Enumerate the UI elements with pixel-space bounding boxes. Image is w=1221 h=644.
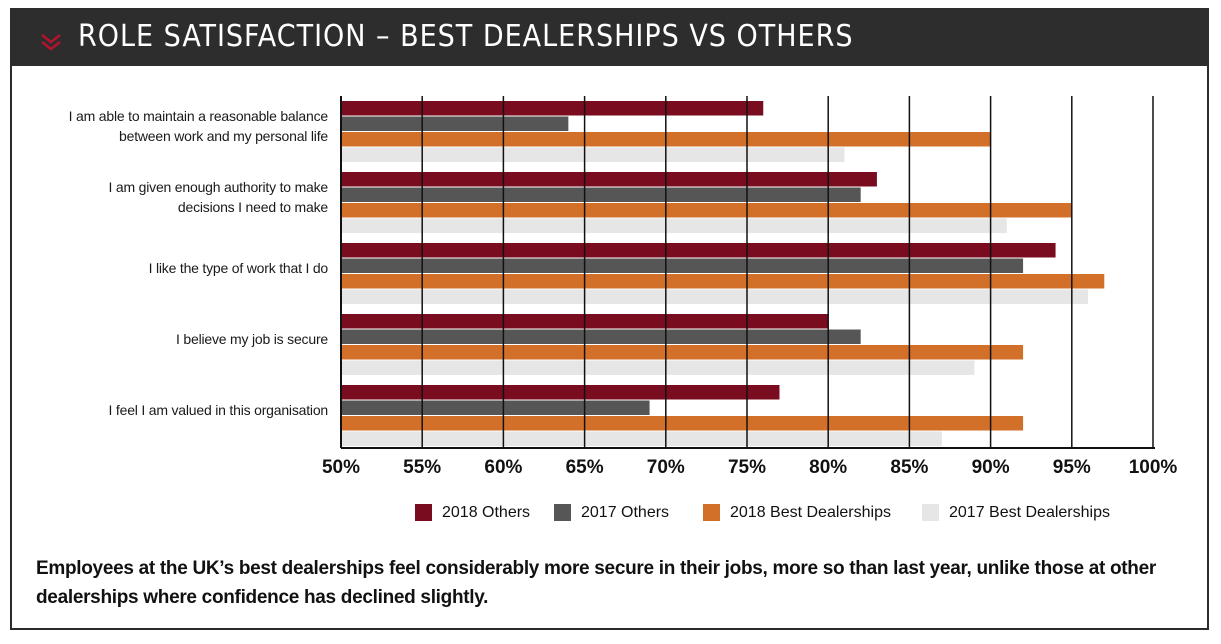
category-label-line: I feel I am valued in this organisation — [108, 402, 329, 418]
x-tick-label: 60% — [484, 457, 523, 478]
bar-2017-best-dealerships-1 — [341, 218, 1007, 233]
x-tick-label: 65% — [565, 457, 604, 478]
bar-2017-best-dealerships-3 — [341, 360, 975, 375]
bar-2018-best-dealerships-1 — [341, 203, 1072, 218]
category-label: I am able to maintain a reasonable balan… — [0, 106, 329, 146]
x-tick-label: 85% — [890, 457, 929, 478]
x-tick-label: 95% — [1052, 457, 1091, 478]
x-tick-label: 90% — [971, 457, 1010, 478]
chart-header: ROLE SATISFACTION – BEST DEALERSHIPS VS … — [10, 8, 1209, 66]
bar-2017-others-0 — [341, 116, 569, 131]
bar-2017-others-2 — [341, 258, 1024, 273]
category-label: I like the type of work that I do — [0, 258, 329, 278]
category-label: I am given enough authority to make decis… — [0, 177, 329, 217]
legend-label: 2018 Others — [442, 504, 531, 521]
bar-2018-best-dealerships-2 — [341, 274, 1105, 289]
legend-label: 2018 Best Dealerships — [730, 504, 891, 521]
bar-2018-others-1 — [341, 172, 877, 187]
category-label: I feel I am valued in this organisation — [0, 400, 329, 420]
legend-swatch — [554, 504, 571, 521]
x-tick-label: 50% — [321, 457, 361, 478]
category-label-line: I believe my job is secure — [176, 331, 328, 347]
bar-2018-best-dealerships-4 — [341, 416, 1024, 431]
bar-2018-others-2 — [341, 243, 1056, 258]
category-label-line: between work and my personal life — [119, 128, 328, 144]
legend-swatch — [922, 504, 939, 521]
chart-title: ROLE SATISFACTION – BEST DEALERSHIPS VS … — [78, 19, 854, 54]
category-label-line: decisions I need to make — [177, 199, 328, 215]
x-tick-label: 80% — [809, 457, 848, 478]
category-label-line: I am given enough authority to make — [108, 179, 329, 195]
legend-swatch — [703, 504, 720, 521]
legend-label: 2017 Best Dealerships — [949, 504, 1110, 521]
bar-2017-others-3 — [341, 329, 861, 344]
bar-2017-others-1 — [341, 187, 861, 202]
x-tick-label: 55% — [403, 457, 442, 478]
x-tick-label: 75% — [727, 457, 767, 478]
double-chevron-down-icon — [41, 34, 61, 51]
bar-2018-others-4 — [341, 385, 780, 400]
category-label-line: I like the type of work that I do — [148, 260, 329, 276]
bar-2017-others-4 — [341, 400, 650, 415]
category-label: I believe my job is secure — [0, 329, 328, 349]
x-tick-label: 100% — [1128, 457, 1178, 478]
category-label-line: I am able to maintain a reasonable balan… — [68, 108, 329, 124]
legend-swatch — [415, 504, 432, 521]
legend-label: 2017 Others — [581, 504, 670, 521]
bar-2017-best-dealerships-4 — [341, 431, 942, 446]
bar-2017-best-dealerships-2 — [341, 289, 1089, 304]
x-tick-label: 70% — [646, 457, 685, 478]
bar-2018-others-0 — [341, 101, 764, 116]
bar-2017-best-dealerships-0 — [341, 147, 845, 162]
chart-footnote: Employees at the UK’s best dealerships f… — [36, 558, 1156, 608]
bar-2018-best-dealerships-3 — [341, 345, 1024, 360]
